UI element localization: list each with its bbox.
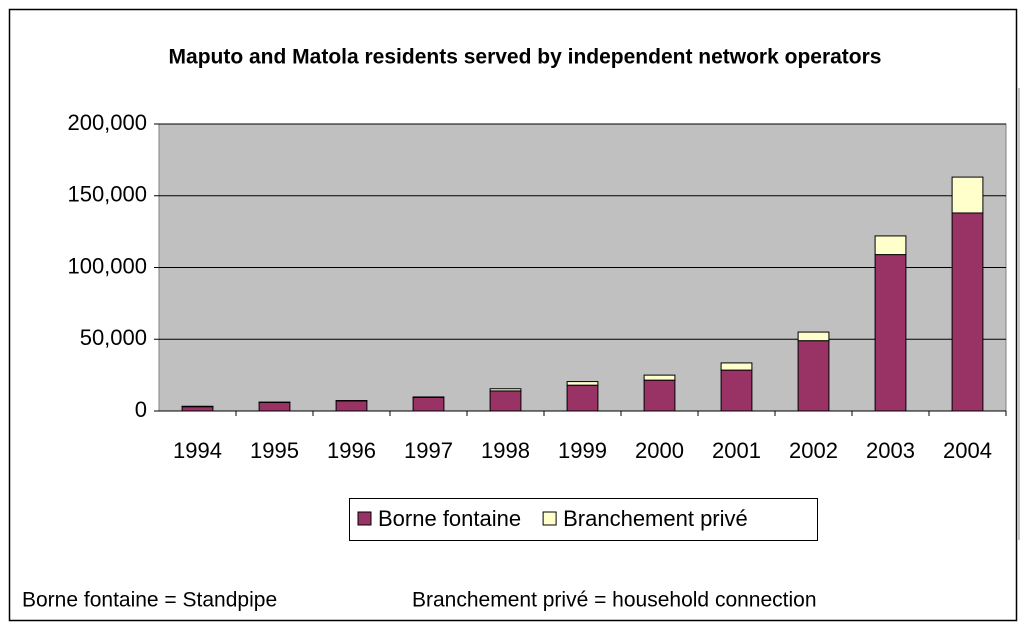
bar-segment <box>489 390 522 412</box>
bar-segment <box>566 384 599 412</box>
bar-segment <box>181 406 214 412</box>
legend-label: Borne fontaine <box>378 506 521 531</box>
y-tick-label: 200,000 <box>67 110 147 135</box>
bar-segment <box>874 254 907 412</box>
x-tick-label: 1994 <box>173 438 222 463</box>
y-tick-label: 50,000 <box>80 325 147 350</box>
bar-segment <box>566 381 599 386</box>
bar-segment <box>797 340 830 412</box>
legend-label: Branchement privé <box>563 506 748 531</box>
x-tick-label: 2004 <box>943 438 992 463</box>
bar-segment <box>874 235 907 256</box>
bar-segment <box>412 396 445 412</box>
x-tick-label: 1999 <box>558 438 607 463</box>
legend-swatch <box>542 511 557 526</box>
bar-segment <box>643 379 676 412</box>
note: Branchement privé = household connection <box>412 589 817 612</box>
x-tick-label: 1998 <box>481 438 530 463</box>
note: Borne fontaine = Standpipe <box>22 589 277 612</box>
bar-segment <box>258 401 291 412</box>
chart-title: Maputo and Matola residents served by in… <box>169 46 882 69</box>
x-tick-label: 1995 <box>250 438 299 463</box>
x-tick-label: 1997 <box>404 438 453 463</box>
y-tick-label: 0 <box>135 397 147 422</box>
legend-swatch <box>357 511 372 526</box>
bar-segment <box>335 400 368 412</box>
x-tick-label: 2003 <box>866 438 915 463</box>
bar-segment <box>489 388 522 392</box>
legend <box>349 498 818 541</box>
y-tick-label: 150,000 <box>67 182 147 207</box>
y-tick-label: 100,000 <box>67 253 147 278</box>
x-tick-label: 2001 <box>712 438 761 463</box>
x-tick-label: 1996 <box>327 438 376 463</box>
bar-segment <box>643 374 676 381</box>
bar-segment <box>720 362 753 371</box>
bar-segment <box>951 212 984 412</box>
bar-segment <box>951 176 984 214</box>
x-tick-label: 2002 <box>789 438 838 463</box>
bar-segment <box>797 331 830 342</box>
bar-segment <box>720 369 753 412</box>
x-tick-label: 2000 <box>635 438 684 463</box>
